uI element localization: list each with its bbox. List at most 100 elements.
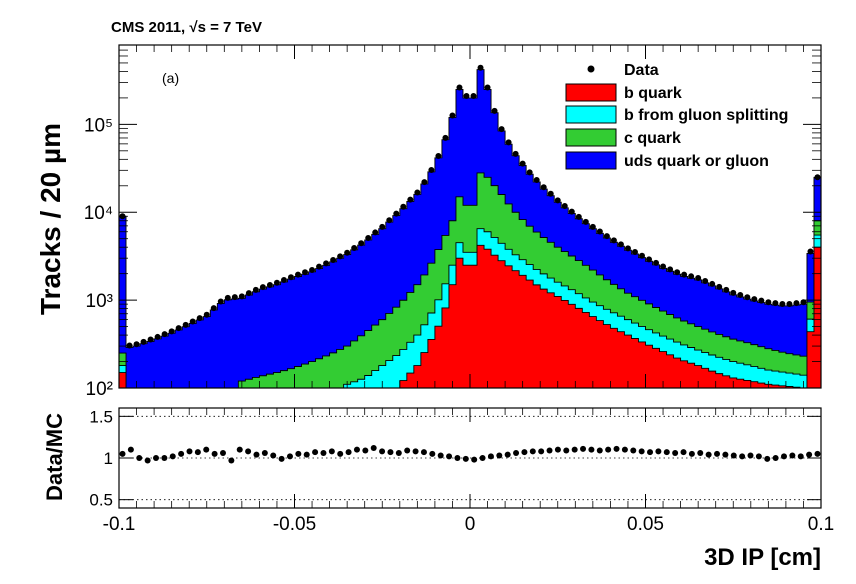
ratio-point	[454, 455, 461, 461]
data-point	[470, 93, 477, 100]
ratio-point	[136, 455, 143, 461]
y-axis-label: Tracks / 20 µm	[35, 123, 66, 315]
data-point	[372, 229, 379, 236]
ratio-point	[228, 457, 235, 464]
y-tick-label: 10⁵	[84, 115, 113, 136]
data-point	[203, 311, 210, 318]
data-point	[603, 233, 610, 240]
ratio-point	[780, 453, 787, 460]
ratio-point	[764, 455, 771, 462]
data-point	[273, 279, 280, 286]
ratio-point	[538, 448, 545, 455]
b-quark-area	[119, 244, 821, 388]
ratio-point	[580, 445, 587, 452]
legend-swatch-c-quark	[565, 128, 617, 147]
ratio-point	[387, 449, 394, 456]
data-point	[737, 292, 744, 299]
ratio-point	[722, 451, 729, 458]
ratio-point	[245, 448, 252, 455]
ratio-point	[797, 453, 804, 460]
panel-label: (a)	[162, 70, 179, 86]
data-point	[744, 294, 751, 301]
ratio-point	[504, 451, 511, 458]
data-point	[533, 177, 540, 184]
ratio-point	[404, 447, 411, 454]
data-point	[435, 152, 442, 159]
ratio-point	[621, 446, 628, 453]
data-point	[631, 249, 638, 256]
ratio-point	[345, 449, 352, 456]
data-point	[140, 338, 147, 345]
ratio-point	[379, 448, 386, 455]
ratio-point	[647, 449, 654, 456]
ratio-point	[588, 446, 595, 453]
ratio-point	[554, 446, 561, 453]
ratio-point	[395, 450, 402, 456]
x-tick-label: 0.1	[808, 514, 834, 535]
data-point	[259, 284, 266, 291]
ratio-point	[605, 446, 612, 453]
ratio-point	[219, 450, 226, 456]
ratio-point	[153, 455, 160, 461]
data-point	[287, 274, 294, 281]
data-point	[568, 208, 575, 215]
legend-swatch-b-quark	[565, 83, 617, 102]
data-point	[540, 184, 547, 191]
data-point	[351, 244, 358, 251]
data-point	[575, 213, 582, 220]
data-point	[519, 160, 526, 167]
data-point	[358, 240, 365, 247]
ratio-point	[487, 453, 494, 460]
ratio-point	[680, 449, 687, 456]
ratio-point	[420, 449, 427, 456]
data-point	[231, 294, 238, 301]
data-point	[638, 252, 645, 259]
legend-swatch-b-from-gluon-splitting	[565, 105, 617, 124]
data-point	[772, 300, 779, 307]
data-point	[337, 253, 344, 260]
data-points	[119, 64, 821, 349]
data-point	[175, 325, 182, 332]
ratio-point	[270, 452, 277, 459]
data-point	[224, 294, 231, 301]
data-point	[667, 266, 674, 273]
x-tick-label: -0.05	[273, 514, 316, 535]
ratio-point	[161, 455, 168, 461]
ratio-point	[814, 450, 821, 457]
legend-marker-data	[587, 65, 595, 73]
data-point	[589, 223, 596, 230]
ratio-y-tick-label: 1	[104, 449, 113, 468]
data-point	[442, 134, 449, 141]
x-tick-label: 0	[465, 514, 476, 535]
data-point	[695, 275, 702, 282]
ratio-point	[119, 450, 126, 457]
data-point	[526, 169, 533, 176]
ratio-point	[596, 447, 603, 454]
data-point	[295, 271, 302, 278]
data-point	[800, 299, 807, 306]
ratio-point	[211, 450, 218, 457]
data-point	[484, 84, 491, 91]
data-point	[730, 289, 737, 296]
data-point	[793, 300, 800, 307]
data-point	[624, 245, 631, 252]
data-point	[786, 301, 793, 308]
legend-label-c-quark: c quark	[624, 130, 681, 147]
ratio-point	[655, 448, 662, 455]
data-point	[660, 263, 667, 270]
data-point	[779, 301, 786, 308]
data-point	[716, 283, 723, 290]
ratio-point	[203, 446, 210, 453]
ratio-point	[471, 456, 478, 463]
ratio-point	[630, 447, 637, 454]
stacked-histogram	[119, 69, 821, 388]
x-tick-label: -0.1	[103, 514, 136, 535]
ratio-point	[320, 450, 327, 456]
data-point	[807, 248, 814, 255]
data-point	[688, 273, 695, 280]
y-tick-label: 10³	[86, 291, 113, 312]
data-point	[596, 228, 603, 235]
ratio-point	[613, 445, 620, 452]
data-point	[393, 210, 400, 217]
ratio-point	[496, 452, 503, 459]
